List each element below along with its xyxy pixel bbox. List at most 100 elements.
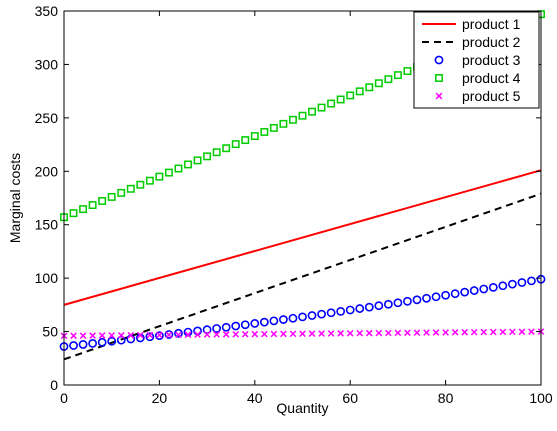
data-point bbox=[288, 313, 298, 323]
legend-label: product 5 bbox=[462, 88, 521, 104]
data-point bbox=[241, 136, 250, 145]
data-point bbox=[146, 331, 154, 339]
legend-item-3: product 3 bbox=[434, 52, 521, 68]
data-point bbox=[88, 338, 98, 348]
y-tick-label: 200 bbox=[35, 163, 59, 179]
data-point bbox=[164, 168, 173, 177]
data-point bbox=[175, 331, 182, 339]
data-point bbox=[450, 289, 460, 299]
data-point bbox=[364, 302, 374, 312]
data-point bbox=[117, 332, 125, 339]
legend: product 1 product 2 product 3 product 4 prod… bbox=[413, 11, 540, 109]
data-point bbox=[346, 91, 355, 100]
data-point bbox=[385, 329, 392, 337]
data-point bbox=[202, 325, 212, 335]
y-tick-label: 50 bbox=[42, 324, 58, 340]
data-point bbox=[509, 328, 516, 336]
series-3 bbox=[59, 274, 546, 351]
data-point bbox=[240, 320, 250, 330]
data-point bbox=[403, 67, 412, 76]
data-point bbox=[78, 340, 88, 349]
data-point bbox=[279, 315, 288, 324]
data-point bbox=[507, 279, 517, 289]
data-point bbox=[184, 331, 192, 339]
data-point bbox=[69, 209, 78, 218]
data-point bbox=[250, 319, 260, 328]
data-point bbox=[70, 332, 77, 340]
data-point bbox=[269, 123, 278, 132]
data-point bbox=[479, 284, 489, 294]
data-point bbox=[336, 95, 345, 104]
legend-item-1: product 1 bbox=[422, 16, 521, 32]
data-point bbox=[365, 329, 373, 337]
y-axis-label: Marginal costs bbox=[7, 153, 23, 243]
data-point bbox=[451, 329, 459, 336]
legend-swatch bbox=[434, 55, 444, 65]
data-point bbox=[461, 328, 469, 336]
data-point bbox=[299, 330, 306, 338]
legend-label: product 2 bbox=[462, 34, 521, 50]
data-point bbox=[165, 331, 173, 339]
data-point bbox=[308, 107, 316, 116]
data-point bbox=[260, 128, 269, 136]
data-point bbox=[365, 83, 374, 92]
data-point bbox=[374, 79, 383, 88]
legend-swatch bbox=[435, 74, 443, 82]
data-point bbox=[184, 160, 192, 169]
data-point bbox=[394, 329, 402, 337]
data-point bbox=[270, 330, 278, 338]
data-point bbox=[489, 328, 497, 336]
y-tick-label: 100 bbox=[35, 270, 59, 286]
data-point bbox=[469, 286, 479, 295]
data-point bbox=[108, 332, 116, 339]
data-point bbox=[470, 328, 478, 336]
legend-label: product 3 bbox=[462, 52, 521, 68]
data-point bbox=[498, 281, 508, 291]
data-point bbox=[251, 330, 259, 338]
legend-label: product 4 bbox=[462, 70, 521, 86]
data-point bbox=[231, 140, 240, 149]
data-point bbox=[442, 329, 449, 336]
data-point bbox=[355, 87, 364, 96]
data-point bbox=[308, 330, 316, 337]
data-point bbox=[337, 330, 344, 337]
data-point bbox=[528, 328, 535, 335]
data-point bbox=[432, 329, 440, 336]
data-point bbox=[346, 329, 354, 337]
data-point bbox=[317, 309, 326, 319]
series-5 bbox=[60, 328, 545, 340]
legend-swatch bbox=[435, 92, 443, 100]
data-point bbox=[318, 330, 325, 337]
data-point bbox=[97, 337, 107, 347]
axes-layer: 0 20 40 60 80 100 0 50 100 150 200 250 300 350 bbox=[35, 3, 553, 406]
data-point bbox=[441, 290, 450, 300]
legend-label: product 1 bbox=[462, 16, 521, 32]
data-point bbox=[499, 328, 507, 336]
data-point bbox=[155, 172, 164, 181]
data-point bbox=[269, 316, 279, 326]
x-tick-label: 20 bbox=[152, 390, 168, 406]
y-tick-label: 150 bbox=[35, 217, 59, 233]
data-point bbox=[222, 144, 231, 153]
data-point bbox=[374, 301, 384, 311]
data-point bbox=[412, 295, 422, 305]
y-tick-label: 0 bbox=[50, 377, 58, 393]
data-point bbox=[279, 119, 288, 128]
data-point bbox=[336, 306, 346, 316]
x-tick-label: 40 bbox=[247, 390, 263, 406]
series-2 bbox=[63, 192, 542, 361]
y-tick-label: 350 bbox=[35, 3, 59, 19]
data-point bbox=[241, 330, 249, 338]
data-point bbox=[232, 330, 240, 338]
data-point bbox=[345, 305, 355, 315]
data-point bbox=[98, 197, 107, 205]
data-point bbox=[259, 317, 269, 327]
data-point bbox=[145, 176, 154, 185]
data-point bbox=[164, 330, 174, 339]
data-point bbox=[527, 276, 536, 286]
data-point bbox=[203, 331, 211, 338]
x-tick-label: 60 bbox=[342, 390, 358, 406]
data-point bbox=[79, 205, 88, 214]
legend-item-2: product 2 bbox=[422, 34, 521, 50]
